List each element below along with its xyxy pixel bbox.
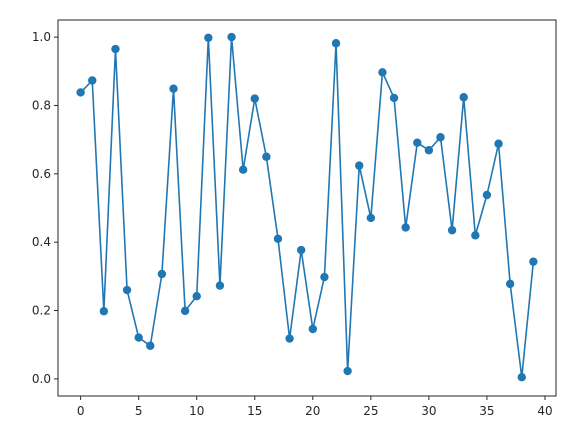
data-point xyxy=(331,39,341,48)
data-point xyxy=(296,245,306,255)
axes-frame xyxy=(57,19,557,397)
x-tick-label: 30 xyxy=(421,404,436,418)
data-point xyxy=(355,161,364,170)
data-point xyxy=(413,138,422,147)
data-point xyxy=(250,94,259,103)
y-tick-label: 0.0 xyxy=(32,372,51,386)
data-point xyxy=(238,165,248,174)
data-point xyxy=(517,373,526,382)
y-tick-label: 0.4 xyxy=(32,235,51,249)
y-tick-label: 0.8 xyxy=(32,98,51,112)
data-point xyxy=(424,146,434,155)
data-point xyxy=(505,279,515,289)
x-tick-label: 35 xyxy=(479,404,494,418)
data-point xyxy=(459,93,468,102)
data-point xyxy=(320,272,329,282)
data-point xyxy=(111,44,120,54)
y-axis: 0.0 0.2 0.4 0.6 0.8 1.0 xyxy=(32,30,58,386)
plot-area xyxy=(58,20,556,396)
data-point xyxy=(285,334,294,343)
data-point xyxy=(471,231,480,240)
x-tick-label: 0 xyxy=(77,404,85,418)
y-tick-label: 0.2 xyxy=(32,304,51,318)
x-axis: 0 5 10 15 20 25 30 35 40 xyxy=(77,396,553,418)
data-point xyxy=(436,133,445,142)
data-point xyxy=(227,32,236,42)
data-point xyxy=(482,190,492,200)
data-point xyxy=(529,257,538,266)
data-point xyxy=(308,324,318,334)
data-point xyxy=(378,68,387,77)
data-point xyxy=(204,33,213,42)
data-point xyxy=(157,269,167,279)
data-point xyxy=(215,281,225,290)
data-point xyxy=(494,139,503,148)
data-point xyxy=(192,291,201,301)
series-line xyxy=(80,36,535,379)
x-tick-label: 15 xyxy=(247,404,262,418)
data-point xyxy=(122,285,132,295)
data-point xyxy=(447,226,457,235)
y-tick-label: 0.6 xyxy=(32,167,51,181)
data-point xyxy=(401,223,410,232)
x-tick-label: 5 xyxy=(135,404,143,418)
data-point xyxy=(273,234,283,243)
x-tick-label: 25 xyxy=(363,404,378,418)
data-point xyxy=(180,306,190,316)
data-point xyxy=(262,152,271,161)
points-layer xyxy=(76,32,538,382)
x-tick-label: 10 xyxy=(189,404,204,418)
data-point xyxy=(146,341,155,350)
data-point xyxy=(99,307,109,316)
data-point xyxy=(389,93,399,103)
x-tick-label: 20 xyxy=(305,404,320,418)
series-layer xyxy=(80,36,535,379)
x-tick-label: 40 xyxy=(537,404,552,418)
data-point xyxy=(343,366,352,376)
data-point xyxy=(76,88,85,97)
data-point xyxy=(366,213,376,223)
data-point xyxy=(88,76,97,85)
y-tick-label: 1.0 xyxy=(32,30,51,44)
data-point xyxy=(134,333,143,342)
data-point xyxy=(169,84,178,93)
